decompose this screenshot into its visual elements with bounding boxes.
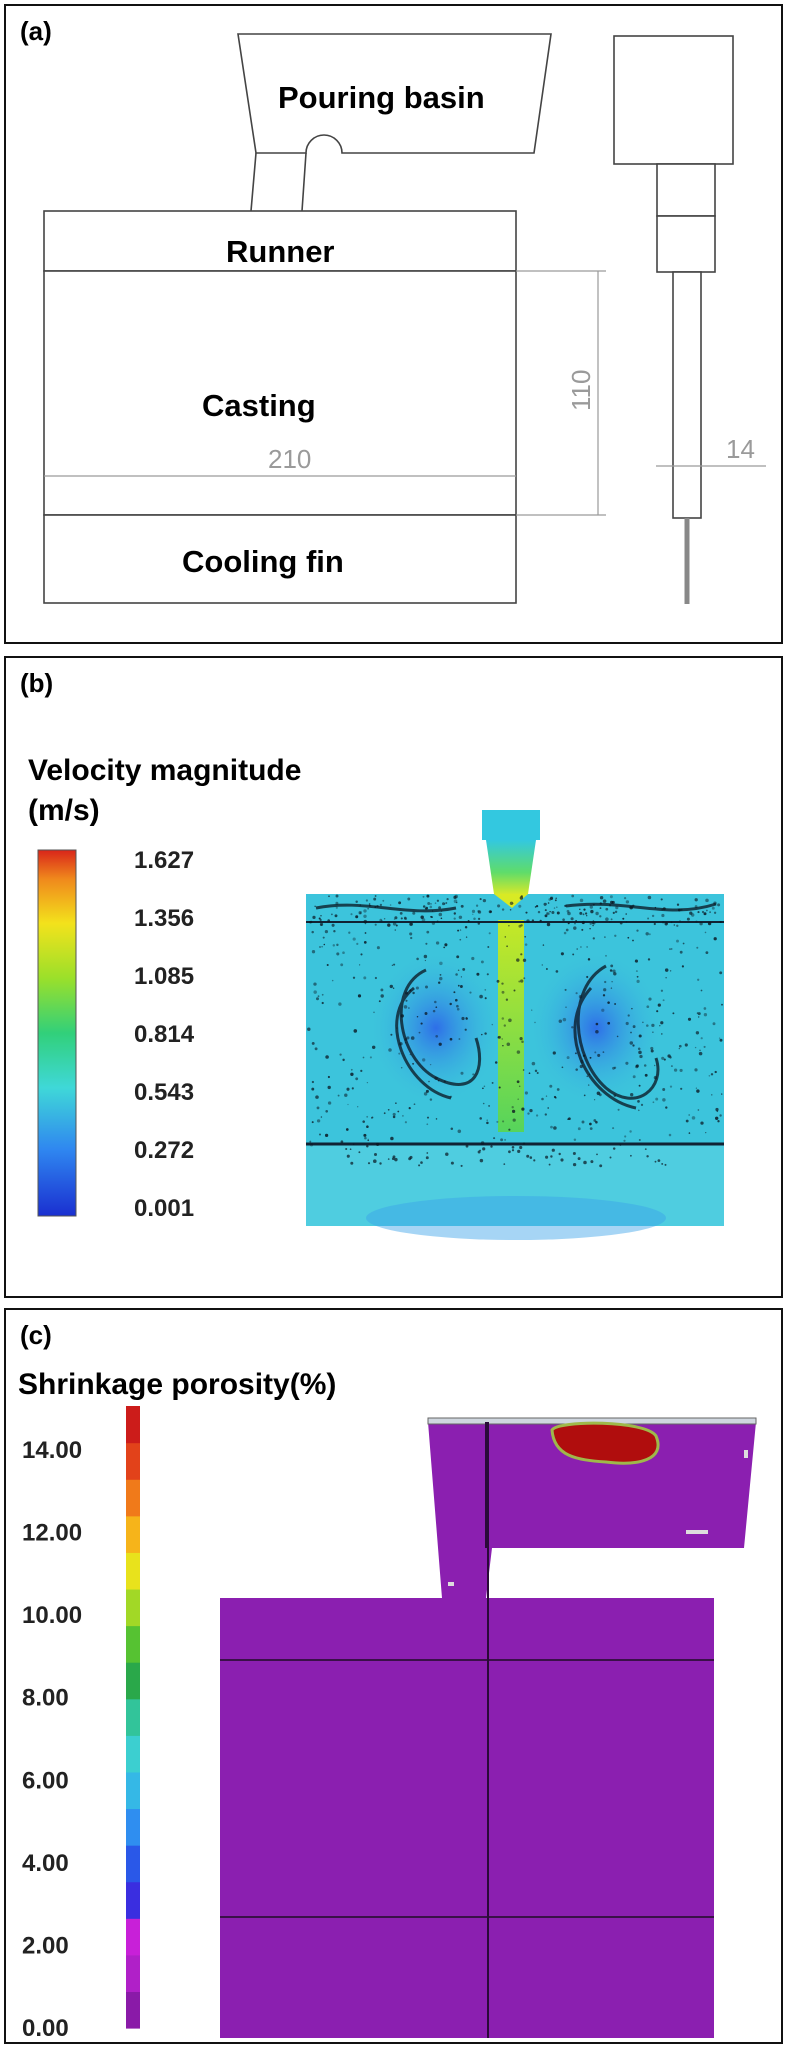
porosity-scale-band [126,1918,140,1956]
velocity-tick-label: 1.356 [134,905,194,932]
porosity-legend-title: Shrinkage porosity(%) [18,1368,336,1401]
dim-width-text: 210 [268,444,311,474]
porosity-tick-label: 0.00 [22,2015,69,2042]
velocity-tick-label: 0.272 [134,1137,194,1164]
porosity-tick-label: 12.00 [22,1520,82,1547]
pouring-basin-shape [237,33,552,154]
panel-b-velocity: (b) [4,656,783,1298]
casting-shape [43,270,517,516]
velocity-tick-label: 0.001 [134,1195,194,1222]
porosity-scale-band [126,1881,140,1919]
velocity-sprue [486,840,536,894]
porosity-casting [220,1598,714,2038]
velocity-sprue-top [482,810,540,840]
panel-b-label: (b) [20,668,54,698]
porosity-tick-label: 4.00 [22,1850,69,1877]
porosity-scale-band [126,1625,140,1663]
porosity-scale-band [126,1698,140,1736]
porosity-scale-band [126,1735,140,1773]
dim-thickness-text: 14 [726,434,755,464]
porosity-scale-band [126,1808,140,1846]
sprue-shape [250,152,307,212]
panel-c-porosity: (c) Shrinkage porosity(%) 14.00 12.00 10.0… [4,1308,783,2044]
porosity-hotspot [550,1421,660,1465]
cooling-fin-label: Cooling fin [182,544,344,579]
velocity-tick-label: 1.627 [134,847,194,874]
porosity-scale-band [126,1479,140,1517]
porosity-scale-band [126,1771,140,1810]
porosity-scale-band [126,1588,140,1627]
panel-a-label: (a) [20,16,52,46]
runner-label: Runner [226,234,335,269]
porosity-scale-band [126,1552,140,1590]
velocity-tick-label: 0.543 [134,1079,194,1106]
velocity-tick-label: 0.814 [134,1021,195,1048]
dim-height-text: 110 [566,370,596,411]
velocity-tick-label: 1.085 [134,963,194,990]
velocity-legend-unit: (m/s) [28,794,100,827]
porosity-scale-band [126,1991,140,2029]
runner-shape [43,210,517,272]
casting-label: Casting [202,388,316,423]
height-dimension [516,270,606,516]
porosity-tick-label: 10.00 [22,1602,82,1629]
velocity-field-figure: Velocity magnitude (m/s) 1.627 1.356 1.085… [28,754,724,1240]
porosity-tick-label: 6.00 [22,1767,69,1794]
porosity-pouring-basin [428,1422,756,1598]
porosity-scale-band [126,1406,140,1444]
side-view [613,35,734,604]
porosity-color-scale [126,1406,140,2029]
cooling-fin-shape [43,514,517,604]
porosity-tick-label: 8.00 [22,1685,69,1712]
pouring-basin-label: Pouring basin [278,80,485,115]
porosity-figure: Shrinkage porosity(%) 14.00 12.00 10.00 8.0… [18,1368,757,2042]
porosity-tick-label: 14.00 [22,1437,82,1464]
velocity-color-scale [37,849,77,1217]
porosity-scale-band [126,1442,140,1480]
casting-geometry-drawing: 110 210 14 Pouring basin Runner Casting … [43,33,766,604]
porosity-scale-band [126,1515,140,1553]
velocity-jet [498,920,524,1132]
porosity-scale-band [126,1662,140,1700]
porosity-scale-band [126,1954,140,1993]
panel-a-geometry: (a) 110 210 [4,4,783,644]
porosity-tick-label: 2.00 [22,1932,69,1959]
panel-c-label: (c) [20,1320,52,1350]
velocity-legend-title: Velocity magnitude [28,754,301,787]
porosity-simulation-body [220,1417,757,2038]
velocity-simulation-body [306,810,724,1240]
porosity-scale-band [126,1845,140,1883]
